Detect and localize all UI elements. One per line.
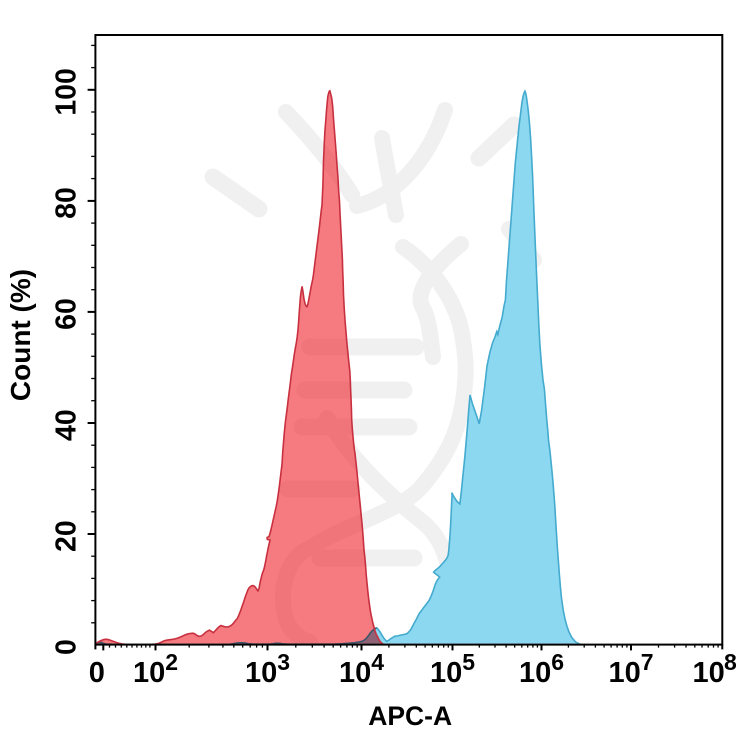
svg-text:3: 3 bbox=[277, 649, 290, 675]
svg-text:20: 20 bbox=[50, 520, 82, 552]
svg-text:Count (%): Count (%) bbox=[5, 269, 36, 401]
svg-text:5: 5 bbox=[462, 649, 475, 675]
svg-text:7: 7 bbox=[641, 649, 654, 675]
svg-text:8: 8 bbox=[724, 649, 736, 675]
svg-text:0: 0 bbox=[50, 639, 82, 655]
svg-text:80: 80 bbox=[50, 187, 82, 219]
svg-text:10: 10 bbox=[133, 657, 165, 689]
svg-text:0: 0 bbox=[89, 657, 105, 689]
svg-text:10: 10 bbox=[245, 657, 277, 689]
svg-text:10: 10 bbox=[339, 657, 371, 689]
svg-text:APC-A: APC-A bbox=[368, 701, 452, 731]
svg-text:10: 10 bbox=[609, 657, 641, 689]
svg-text:2: 2 bbox=[165, 649, 178, 675]
svg-text:10: 10 bbox=[693, 657, 725, 689]
svg-text:60: 60 bbox=[50, 298, 82, 330]
svg-text:6: 6 bbox=[551, 649, 564, 675]
svg-text:10: 10 bbox=[519, 657, 551, 689]
svg-text:40: 40 bbox=[50, 409, 82, 441]
svg-text:10: 10 bbox=[430, 657, 462, 689]
svg-text:4: 4 bbox=[371, 649, 384, 675]
svg-text:100: 100 bbox=[50, 68, 82, 116]
